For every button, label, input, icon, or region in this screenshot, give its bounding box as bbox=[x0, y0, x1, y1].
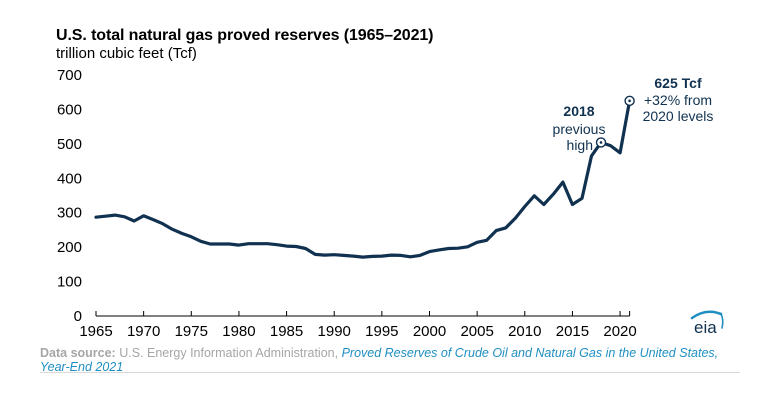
x-tick-label: 2005 bbox=[460, 323, 493, 340]
annotation-latest-value-text: 625 Tcf bbox=[654, 75, 702, 91]
y-tick-label: 500 bbox=[57, 136, 82, 153]
source-label: Data source: bbox=[40, 346, 116, 360]
annotation-prev-high-line1: previous bbox=[553, 121, 606, 137]
eia-logo-text: eia bbox=[694, 318, 717, 336]
annotation-prev-high-line2: high bbox=[567, 137, 593, 153]
annotation-latest-change: +32% from bbox=[644, 92, 712, 108]
x-tick-label: 1975 bbox=[175, 323, 208, 340]
y-axis-unit-label: trillion cubic feet (Tcf) bbox=[56, 45, 197, 62]
x-axis: 1965 1970 1975 1980 1985 1990 1995 2000 2005 2010… bbox=[79, 311, 637, 340]
eia-logo-icon: eia bbox=[690, 310, 724, 336]
y-tick-label: 100 bbox=[57, 274, 82, 291]
x-tick-label: 1970 bbox=[127, 323, 160, 340]
y-tick-label: 300 bbox=[57, 205, 82, 222]
x-tick-label: 1990 bbox=[318, 323, 351, 340]
x-tick-label: 1965 bbox=[79, 323, 112, 340]
x-tick-label: 2010 bbox=[508, 323, 541, 340]
eia-logo: eia bbox=[688, 306, 728, 336]
source-publication-link[interactable]: Proved Reserves of Crude Oil and Natural… bbox=[40, 346, 719, 374]
y-tick-label: 200 bbox=[57, 239, 82, 256]
x-tick-label: 1995 bbox=[365, 323, 398, 340]
x-tick-label: 2015 bbox=[556, 323, 589, 340]
source-org: U.S. Energy Information Administration, bbox=[119, 346, 339, 360]
y-tick-label: 700 bbox=[57, 67, 82, 84]
chart-title: U.S. total natural gas proved reserves (… bbox=[56, 27, 434, 44]
data-source-note: Data source: U.S. Energy Information Adm… bbox=[40, 346, 740, 374]
annotation-latest-value: 625 Tcf +32% from 2020 levels bbox=[643, 75, 714, 124]
series-line-proved-reserves bbox=[94, 99, 632, 259]
highlight-markers bbox=[595, 95, 635, 148]
x-tick-label: 2000 bbox=[413, 323, 446, 340]
highlight-marker-dot-2018 bbox=[599, 141, 603, 144]
annotation-latest-base: 2020 levels bbox=[643, 108, 714, 124]
annotation-previous-high: 2018 previous high bbox=[553, 103, 606, 153]
x-tick-label: 1980 bbox=[222, 323, 255, 340]
y-tick-label: 600 bbox=[57, 101, 82, 118]
annotation-prev-high-year: 2018 bbox=[563, 103, 594, 119]
highlight-marker-dot-2021 bbox=[628, 99, 631, 103]
y-tick-label: 0 bbox=[74, 308, 82, 325]
y-axis: 0 100 200 300 400 500 600 700 bbox=[57, 67, 82, 325]
x-tick-label: 1985 bbox=[270, 323, 303, 340]
y-tick-label: 400 bbox=[57, 170, 82, 187]
footer-divider bbox=[40, 372, 740, 373]
x-tick-label: 2020 bbox=[603, 323, 636, 340]
